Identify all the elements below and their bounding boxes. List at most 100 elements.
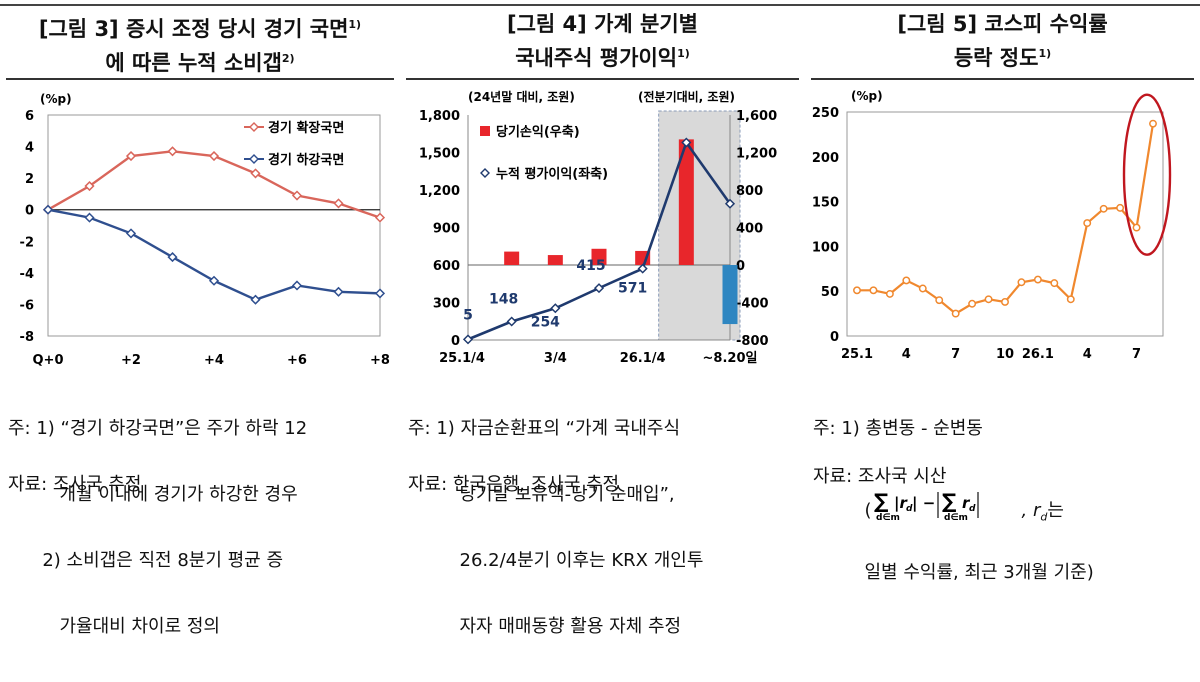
figure-3-title: [그림 3] 증시 조정 당시 경기 국면1) 에 따른 누적 소비갭2) <box>38 17 362 75</box>
figure-5-source: 자료: 조사국 시산 <box>813 466 947 487</box>
data-point <box>208 275 220 286</box>
data-point <box>84 212 95 223</box>
x-tick-label: 4 <box>902 347 911 362</box>
note-line: 가율대비 차이로 정의 <box>8 616 220 637</box>
left-tick-label: 1,500 <box>419 147 460 162</box>
data-point <box>1132 223 1141 232</box>
legend-marker <box>249 122 259 132</box>
plot-frame <box>846 111 1164 337</box>
x-tick-label: +2 <box>121 353 141 368</box>
figure-4-title: [그림 4] 가계 분기별 국내주식 평가이익1) <box>507 12 698 70</box>
data-label: 5 <box>463 307 473 323</box>
data-point <box>167 252 178 263</box>
left-tick-label: 0 <box>451 334 460 349</box>
data-point <box>167 146 178 157</box>
data-point <box>250 294 261 305</box>
y-tick-label: 4 <box>25 141 34 156</box>
note-line: 당기말 보유액-당기 순매입”, <box>408 484 675 505</box>
svg-text:r: r <box>962 494 971 512</box>
y-tick-label: 50 <box>821 285 839 300</box>
x-tick-label: ~8.20일 <box>703 351 758 366</box>
data-point <box>1066 295 1075 304</box>
legend-label: 경기 하강국면 <box>268 152 344 168</box>
top-border <box>0 4 1200 6</box>
left-tick-label: 600 <box>433 259 460 274</box>
data-point <box>84 180 95 192</box>
right-unit-label: (전분기대비, 조원) <box>638 89 735 104</box>
y-tick-label: -8 <box>20 330 34 345</box>
x-tick-label: 7 <box>1132 347 1141 362</box>
data-point <box>125 150 137 162</box>
x-tick-label: Q+0 <box>33 353 64 368</box>
figure-3-source: 자료: 조사국 추정 <box>8 474 142 495</box>
data-point <box>250 168 261 179</box>
y-tick-label: 2 <box>25 172 34 187</box>
data-point <box>918 284 927 293</box>
x-tick-label: +6 <box>287 353 307 368</box>
note-line: 주: 1) 자금순환표의 “가계 국내주식 <box>408 418 681 439</box>
left-tick-label: 900 <box>433 222 460 237</box>
legend-label: 당기손익(우축) <box>496 124 580 140</box>
data-point <box>374 288 386 299</box>
right-tick-label: -400 <box>736 297 769 312</box>
series-line <box>47 208 381 301</box>
data-point <box>1149 119 1157 128</box>
data-point <box>462 334 474 345</box>
svg-text:d∈m: d∈m <box>944 513 968 523</box>
legend-swatch <box>480 126 490 136</box>
note-line: 자자 매매동향 활용 자체 추정 <box>408 616 682 637</box>
note-line: 26.2/4분기 이후는 KRX 개인투 <box>408 550 704 571</box>
note-line: 주: 1) “경기 하강국면”은 주가 하락 12 <box>8 418 308 439</box>
data-label: 415 <box>576 258 605 274</box>
series-line <box>857 123 1155 315</box>
data-point <box>1050 279 1059 288</box>
formula-graphic: ∑ d∈m |r d | − ∑ d∈m r d <box>874 489 979 523</box>
x-tick-label: 3/4 <box>544 351 567 366</box>
svg-text:d: d <box>969 504 976 514</box>
left-tick-label: 1,200 <box>419 184 460 199</box>
title-rule <box>6 78 394 80</box>
x-tick-label: +8 <box>370 353 390 368</box>
legend-marker <box>480 168 490 178</box>
data-point <box>506 316 517 327</box>
legend-label: 누적 평가이익(좌축) <box>496 166 608 182</box>
x-tick-label: 26.1/4 <box>620 351 666 366</box>
left-unit-label: (24년말 대비, 조원) <box>468 89 575 104</box>
unit-label: (%p) <box>40 92 72 106</box>
data-point <box>951 309 960 318</box>
x-tick-label: +4 <box>204 353 224 368</box>
x-tick-label: 7 <box>951 347 960 362</box>
svg-text:d∈m: d∈m <box>876 513 900 523</box>
data-point <box>1033 275 1042 284</box>
y-tick-label: 150 <box>812 196 839 211</box>
y-tick-label: 100 <box>812 240 839 255</box>
svg-text:| −: | − <box>912 494 935 513</box>
note-formula: ( ∑ d∈m |r d | − ∑ d∈m r d , rd는 <box>813 489 1064 524</box>
x-tick-label: 25.1 <box>841 347 873 362</box>
figure-5-chart: (%p) 250 200 150 100 50 025.1 4 7 10 26.1 4 7 <box>812 89 1172 362</box>
plot-frame <box>47 114 381 337</box>
x-tick-label: 4 <box>1083 347 1092 362</box>
y-tick-label: 6 <box>25 109 34 124</box>
data-point <box>374 212 386 223</box>
y-tick-label: 0 <box>25 204 34 219</box>
note-line: 개월 이내에 경기가 하강한 경우 <box>8 484 298 505</box>
bar <box>591 248 607 265</box>
unit-label: (%p) <box>851 89 883 103</box>
note-line: 2) 소비갭은 직전 8분기 평균 증 <box>8 550 284 571</box>
figure-3-notes: 주: 1) “경기 하강국면”은 주가 하락 12 개월 이내에 경기가 하강한… <box>8 374 307 682</box>
y-tick-label: 0 <box>830 330 839 345</box>
data-point <box>853 286 861 295</box>
svg-text:∑: ∑ <box>942 489 956 513</box>
figure-4-notes: 주: 1) 자금순환표의 “가계 국내주식 당기말 보유액-당기 순매입”, 2… <box>408 374 703 682</box>
data-point <box>42 204 54 215</box>
data-point <box>1017 278 1026 287</box>
right-tick-label: 0 <box>736 259 745 274</box>
data-point <box>902 276 911 285</box>
right-tick-label: 400 <box>736 222 763 237</box>
data-point <box>208 150 220 162</box>
data-point <box>291 280 303 291</box>
data-point <box>1116 203 1125 212</box>
x-tick-label: 26.1 <box>1022 347 1054 362</box>
